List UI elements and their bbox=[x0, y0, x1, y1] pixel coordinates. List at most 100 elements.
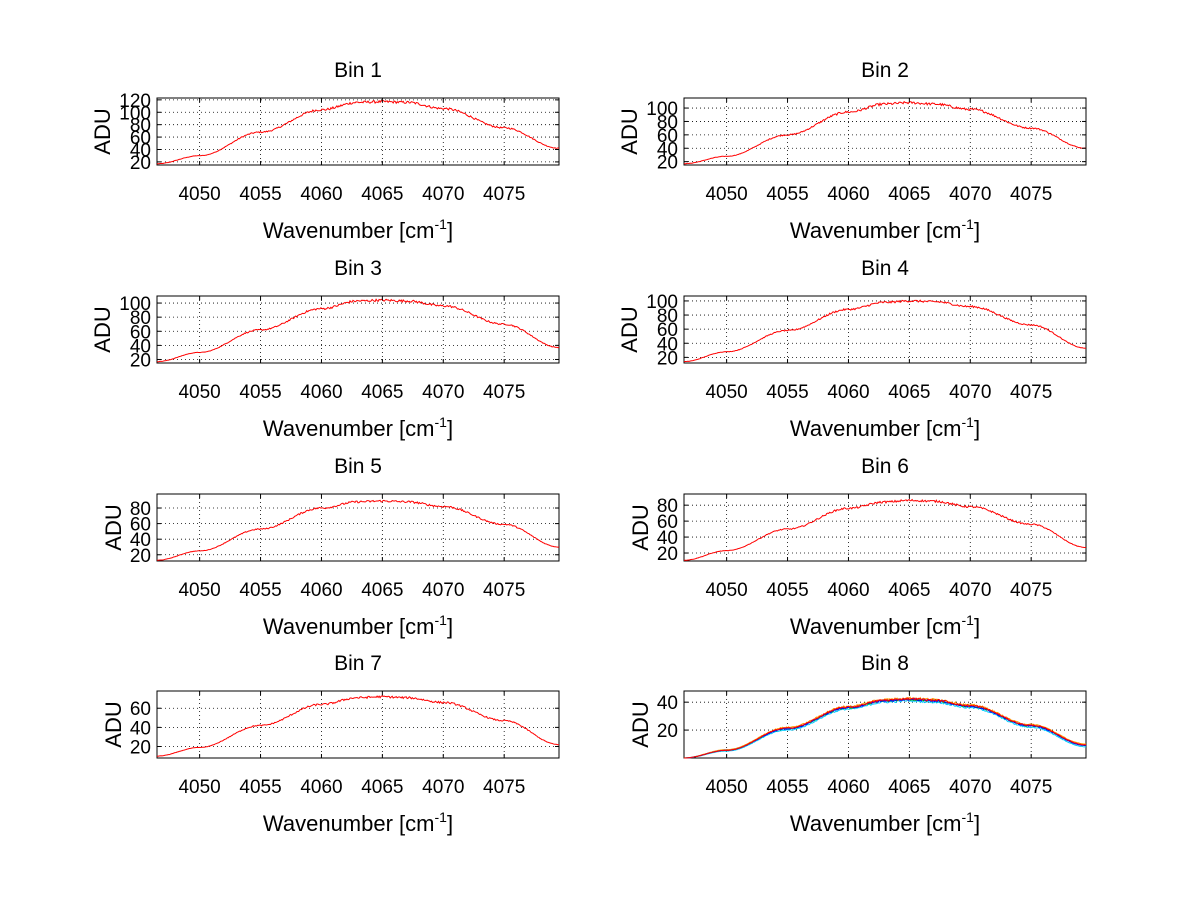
x-axis-label: Wavenumber [cm-1] bbox=[790, 612, 980, 639]
y-tick-label: 100 bbox=[119, 103, 151, 124]
y-tick-label: 80 bbox=[130, 499, 151, 520]
y-tick-label: 40 bbox=[657, 528, 678, 549]
x-tick-label: 4065 bbox=[361, 184, 403, 205]
y-axis-label: ADU bbox=[617, 108, 642, 154]
y-tick-label: 40 bbox=[130, 530, 151, 551]
series-line-1 bbox=[157, 298, 560, 363]
x-tick-label: 4065 bbox=[888, 580, 930, 601]
x-tick-label: 4070 bbox=[949, 580, 991, 601]
x-tick-label: 4055 bbox=[239, 184, 281, 205]
x-tick-label: 4075 bbox=[483, 382, 525, 403]
x-tick-label: 4055 bbox=[239, 777, 281, 798]
subplot-title: Bin 7 bbox=[334, 652, 382, 675]
x-tick-label: 4070 bbox=[949, 184, 991, 205]
subplot-title: Bin 8 bbox=[861, 652, 909, 675]
axes-frame bbox=[156, 295, 560, 364]
x-tick-label: 4055 bbox=[239, 382, 281, 403]
y-axis-label: ADU bbox=[101, 504, 126, 550]
x-tick-label: 4060 bbox=[827, 382, 869, 403]
x-tick-label: 4050 bbox=[705, 382, 747, 403]
y-axis-label: ADU bbox=[90, 108, 115, 154]
x-axis-label: Wavenumber [cm-1] bbox=[790, 216, 980, 243]
y-tick-label: 60 bbox=[130, 322, 151, 343]
x-tick-label: 4065 bbox=[888, 777, 930, 798]
y-tick-label: 20 bbox=[130, 546, 151, 567]
y-tick-label: 80 bbox=[130, 308, 151, 329]
y-axis-label: ADU bbox=[101, 701, 126, 747]
y-tick-label: 40 bbox=[657, 139, 678, 160]
y-tick-label: 80 bbox=[657, 306, 678, 327]
x-tick-label: 4075 bbox=[1010, 382, 1052, 403]
x-tick-label: 4060 bbox=[827, 580, 869, 601]
x-tick-label: 4075 bbox=[1010, 184, 1052, 205]
x-tick-label: 4055 bbox=[766, 580, 808, 601]
x-tick-label: 4075 bbox=[483, 184, 525, 205]
x-axis-label: Wavenumber [cm-1] bbox=[263, 414, 453, 441]
x-tick-label: 4070 bbox=[422, 580, 464, 601]
x-tick-label: 4050 bbox=[178, 184, 220, 205]
y-tick-label: 20 bbox=[130, 153, 151, 174]
x-tick-label: 4075 bbox=[483, 580, 525, 601]
x-axis-label: Wavenumber [cm-1] bbox=[790, 414, 980, 441]
x-axis-label: Wavenumber [cm-1] bbox=[790, 809, 980, 836]
subplot-title: Bin 1 bbox=[334, 59, 382, 82]
subplot-title: Bin 4 bbox=[861, 257, 909, 280]
series-line-1 bbox=[683, 299, 1087, 363]
y-tick-label: 60 bbox=[657, 320, 678, 341]
y-tick-label: 40 bbox=[657, 693, 678, 714]
x-tick-label: 4075 bbox=[483, 777, 525, 798]
series-line-1 bbox=[684, 100, 1087, 165]
x-tick-label: 4060 bbox=[300, 184, 342, 205]
x-tick-label: 4070 bbox=[949, 382, 991, 403]
series-line-3 bbox=[683, 696, 1087, 759]
x-tick-label: 4055 bbox=[766, 184, 808, 205]
x-tick-label: 4070 bbox=[422, 382, 464, 403]
y-tick-label: 60 bbox=[657, 126, 678, 147]
x-tick-label: 4050 bbox=[178, 580, 220, 601]
y-tick-label: 20 bbox=[657, 721, 678, 742]
x-tick-label: 4070 bbox=[422, 184, 464, 205]
subplot-8: 4050 4055 4060 4065 4070 4075 20 40 Bin 8 Wavenum… bbox=[628, 652, 1087, 836]
x-axis-label: Wavenumber [cm-1] bbox=[263, 612, 453, 639]
y-tick-label: 40 bbox=[130, 718, 151, 739]
x-tick-label: 4060 bbox=[827, 777, 869, 798]
y-tick-label: 60 bbox=[657, 512, 678, 533]
y-axis-label: ADU bbox=[628, 504, 653, 550]
y-tick-label: 20 bbox=[657, 348, 678, 369]
x-tick-label: 4065 bbox=[361, 382, 403, 403]
x-tick-label: 4070 bbox=[422, 777, 464, 798]
x-tick-label: 4050 bbox=[178, 382, 220, 403]
axes-frame bbox=[156, 97, 560, 166]
y-axis-label: ADU bbox=[628, 701, 653, 747]
series-line-1 bbox=[156, 499, 560, 561]
x-tick-label: 4055 bbox=[239, 580, 281, 601]
x-tick-label: 4070 bbox=[949, 777, 991, 798]
series-line-1 bbox=[156, 695, 560, 757]
subplot-title: Bin 2 bbox=[861, 59, 909, 82]
y-tick-label: 60 bbox=[130, 699, 151, 720]
x-tick-label: 4050 bbox=[705, 184, 747, 205]
x-axis-label: Wavenumber [cm-1] bbox=[263, 216, 453, 243]
series-line-1 bbox=[684, 498, 1087, 561]
x-tick-label: 4065 bbox=[888, 184, 930, 205]
y-axis-label: ADU bbox=[617, 306, 642, 352]
x-tick-label: 4055 bbox=[766, 777, 808, 798]
x-axis-label: Wavenumber [cm-1] bbox=[263, 809, 453, 836]
y-tick-label: 100 bbox=[646, 292, 678, 313]
subplot-1: 4050 4055 4060 4065 4070 407520406080100120Bi… bbox=[90, 59, 560, 243]
x-tick-label: 4065 bbox=[361, 777, 403, 798]
y-tick-label: 20 bbox=[657, 544, 678, 565]
axes-frame bbox=[683, 493, 1087, 562]
x-tick-label: 4060 bbox=[827, 184, 869, 205]
x-tick-label: 4075 bbox=[1010, 777, 1052, 798]
y-tick-label: 20 bbox=[657, 153, 678, 174]
y-tick-label: 40 bbox=[130, 140, 151, 161]
x-tick-label: 4075 bbox=[1010, 580, 1052, 601]
